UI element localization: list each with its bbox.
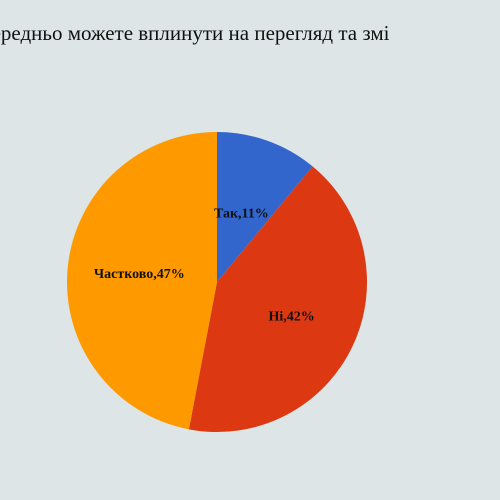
pie-data-label-0: Так,11% bbox=[214, 207, 269, 222]
pie-labels: Так,11% Ні,42% Частково,47% bbox=[94, 207, 315, 325]
chart-title: середньо можете вплинути на перегляд та … bbox=[0, 21, 390, 45]
pie-slices bbox=[67, 132, 367, 432]
pie-data-label-2: Частково,47% bbox=[94, 267, 185, 282]
pie-slice-0 bbox=[217, 132, 313, 282]
pie-slice-1 bbox=[188, 166, 367, 432]
pie-slice-2 bbox=[67, 132, 217, 430]
pie-data-label-1: Ні,42% bbox=[268, 309, 314, 324]
